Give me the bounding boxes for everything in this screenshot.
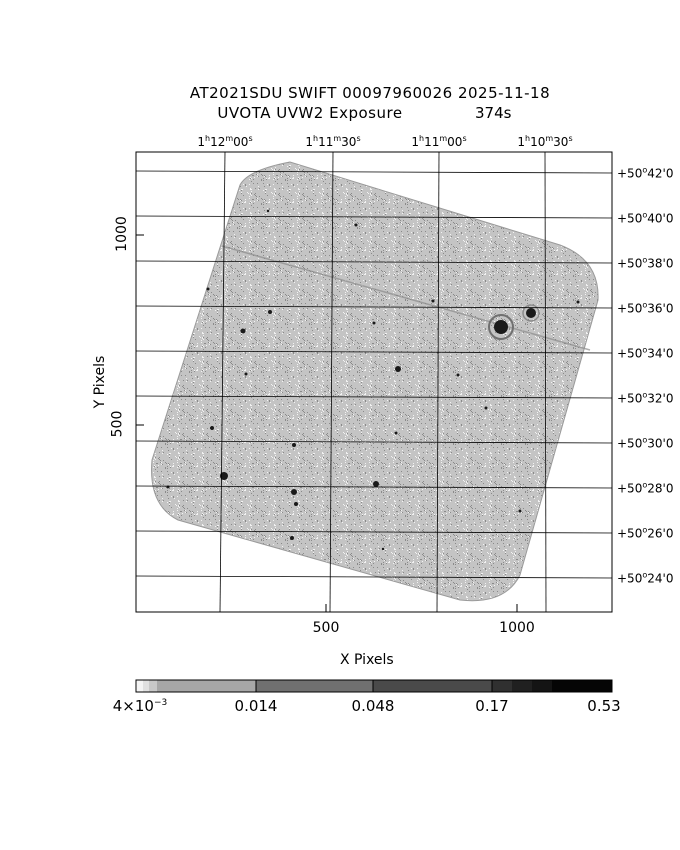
star (206, 287, 210, 291)
y-tick-label: 500 (109, 410, 126, 438)
colorbar-segment (143, 680, 149, 692)
dec-grid-line (135, 350, 613, 354)
ra-grid-line (219, 151, 226, 613)
ra-grid-line (436, 151, 440, 613)
dec-tick: +50o36'0 (617, 300, 674, 316)
x-tick-label: 1000 (499, 620, 535, 636)
star-halo (522, 304, 540, 322)
star (381, 547, 385, 551)
star (240, 328, 246, 334)
dec-grid-line (135, 575, 613, 579)
dec-grid-line (135, 305, 613, 309)
colorbar-segment (149, 680, 157, 692)
colorbar-label: 4×10−3 (112, 697, 168, 715)
x-tick-label: 500 (312, 620, 340, 636)
ra-tick: 1h11m00s (411, 134, 467, 149)
dec-tick: +50o28'0 (617, 480, 674, 496)
star (484, 406, 488, 410)
star (394, 431, 398, 435)
dec-tick: +50o34'0 (617, 345, 674, 361)
colorbar-segment (137, 680, 143, 692)
dec-tick: +50o30'0 (617, 435, 674, 451)
dec-tick: +50o32'0 (617, 390, 674, 406)
y-tick-label: 1000 (113, 216, 130, 252)
title-line1: AT2021SDU SWIFT 00097960026 2025-11-18 (189, 84, 551, 102)
dec-grid-line (135, 215, 613, 219)
colorbar-segment (373, 680, 492, 692)
dec-grid-line (135, 485, 613, 489)
star (220, 472, 228, 480)
star (395, 366, 401, 372)
star (294, 502, 298, 506)
dec-tick: +50o40'0 (617, 210, 674, 226)
exposure-footprint (151, 161, 599, 602)
colorbar-label: 0.014 (234, 697, 278, 715)
star (373, 481, 379, 487)
ra-grid-line (544, 151, 547, 613)
colorbar-segment (532, 680, 552, 692)
star (292, 443, 296, 447)
star (291, 489, 297, 495)
satellite-trail (221, 245, 591, 351)
dec-grid-line (135, 440, 613, 444)
star (576, 300, 580, 304)
star (456, 373, 460, 377)
star (210, 426, 214, 430)
x-axis-label: X Pixels (340, 652, 394, 668)
dec-tick: +50o26'0 (617, 525, 674, 541)
star (290, 536, 294, 540)
star (431, 299, 435, 303)
star (268, 310, 272, 314)
colorbar-label: 0.17 (475, 697, 509, 715)
y-axis-label: Y Pixels (92, 355, 108, 409)
title-line2: UVOTA UVW2 Exposure (217, 104, 403, 122)
star (526, 308, 536, 318)
ra-tick: 1h11m30s (305, 134, 361, 149)
ra-tick: 1h10m30s (517, 134, 573, 149)
star (354, 223, 358, 227)
star-halo (488, 314, 514, 340)
colorbar-segment (552, 680, 612, 692)
exposure-value: 374s (475, 104, 512, 122)
colorbar-label: 0.53 (587, 697, 621, 715)
star (266, 209, 270, 213)
colorbar-segment (256, 680, 373, 692)
colorbar-frame (135, 679, 613, 693)
dec-tick: +50o24'0 (617, 570, 674, 586)
colorbar-segment (512, 680, 532, 692)
dec-grid-line (135, 260, 613, 264)
dec-grid-line (135, 530, 613, 534)
star (244, 372, 248, 376)
star (494, 320, 508, 334)
colorbar-segment (492, 680, 512, 692)
star (372, 321, 376, 325)
dec-tick: +50o42'0 (617, 165, 674, 181)
ra-tick: 1h12m00s (197, 134, 253, 149)
dec-grid-line (135, 395, 613, 399)
ra-grid-line (329, 151, 334, 613)
plot-frame (135, 151, 613, 613)
colorbar-segment (157, 680, 256, 692)
dec-tick: +50o38'0 (617, 255, 674, 271)
colorbar-label: 0.048 (351, 697, 395, 715)
dec-grid-line (135, 170, 613, 174)
star (518, 509, 522, 513)
